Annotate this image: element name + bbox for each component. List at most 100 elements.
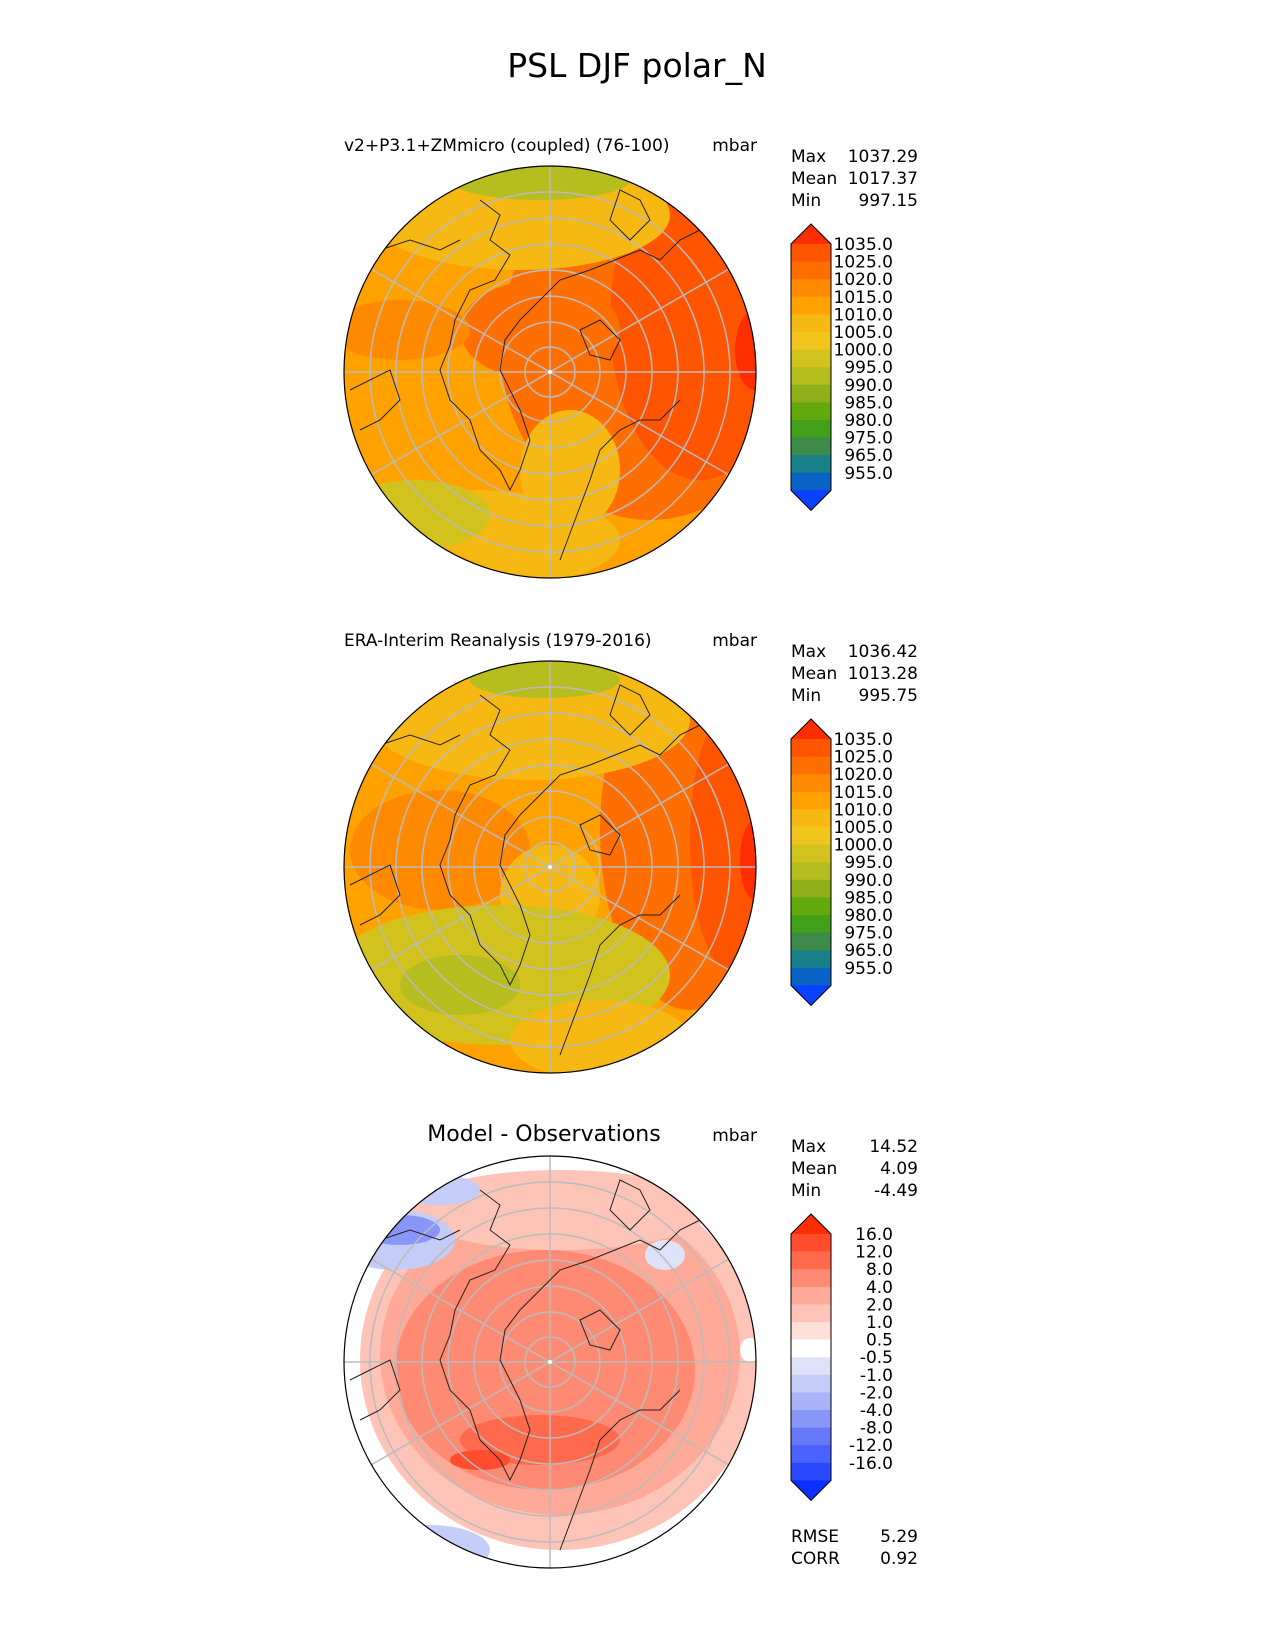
panel-title: v2+P3.1+ZMmicro (coupled) (76-100) bbox=[344, 136, 669, 156]
colorbar-tick-label: 1.0 bbox=[866, 1313, 893, 1333]
panel-units: mbar bbox=[712, 1126, 757, 1146]
colorbar-tick-label: 1005.0 bbox=[834, 818, 893, 838]
colorbar-tick-label: 1015.0 bbox=[834, 783, 893, 803]
colorbar-tick-label: 965.0 bbox=[844, 941, 893, 961]
colorbar-tick-label: -2.0 bbox=[860, 1383, 893, 1403]
stat-max-label: Max bbox=[791, 147, 826, 167]
colorbar-tick-label: 1025.0 bbox=[834, 748, 893, 768]
colorbar-segment bbox=[791, 1357, 831, 1376]
field-neutral-e bbox=[740, 1338, 756, 1362]
colorbar-segment bbox=[791, 261, 831, 280]
stat-max-value: 1037.29 bbox=[848, 147, 918, 167]
colorbar-segment bbox=[791, 739, 831, 758]
colorbar-segment bbox=[791, 420, 831, 439]
stat-mean-label: Mean bbox=[791, 664, 837, 684]
colorbar-segment bbox=[791, 1322, 831, 1341]
stat-min-label: Min bbox=[791, 191, 821, 211]
colorbar-tick-label: 985.0 bbox=[844, 888, 893, 908]
colorbar-extend-min bbox=[791, 490, 831, 511]
colorbar: 16.012.08.04.02.01.00.5-0.5-1.0-2.0-4.0-… bbox=[790, 1213, 893, 1502]
colorbar-segment bbox=[791, 897, 831, 916]
stat-corr-value: 0.92 bbox=[880, 1549, 918, 1569]
colorbar-tick-label: -0.5 bbox=[860, 1348, 893, 1368]
error-stats-block: RMSE 5.29 CORR 0.92 bbox=[791, 1527, 918, 1569]
colorbar-segment bbox=[791, 314, 831, 333]
panel-difference: Model - Observations mbar bbox=[343, 1122, 918, 1569]
colorbar-tick-label: 990.0 bbox=[844, 871, 893, 891]
colorbar-segment bbox=[791, 244, 831, 263]
colorbar-tick-label: 1020.0 bbox=[834, 270, 893, 290]
colorbar-tick-label: 12.0 bbox=[855, 1243, 893, 1263]
stat-rmse-label: RMSE bbox=[791, 1527, 839, 1547]
colorbar-segment bbox=[791, 932, 831, 951]
colorbar-segment bbox=[791, 791, 831, 810]
colorbar-tick-label: -4.0 bbox=[860, 1401, 893, 1421]
colorbar-outline bbox=[790, 1213, 832, 1502]
colorbar-segment bbox=[791, 1445, 831, 1464]
field-west bbox=[344, 300, 470, 360]
panel-units: mbar bbox=[712, 631, 757, 651]
colorbar-tick-label: 1035.0 bbox=[834, 235, 893, 255]
map-boundary bbox=[343, 660, 757, 1074]
colorbar-segment bbox=[791, 455, 831, 474]
colorbar: 1035.01025.01020.01015.01010.01005.01000… bbox=[790, 223, 893, 512]
stat-min-value: -4.49 bbox=[874, 1181, 918, 1201]
colorbar-tick-label: 975.0 bbox=[844, 924, 893, 944]
colorbar-tick-label: 1020.0 bbox=[834, 765, 893, 785]
colorbar-segment bbox=[791, 332, 831, 351]
colorbar-segment bbox=[791, 1269, 831, 1288]
north-pole bbox=[548, 370, 552, 374]
colorbar-segment bbox=[791, 1234, 831, 1253]
colorbar-extend-max bbox=[791, 1214, 831, 1234]
colorbar-tick-label: 980.0 bbox=[844, 411, 893, 431]
stat-min-label: Min bbox=[791, 686, 821, 706]
colorbar-tick-label: -1.0 bbox=[860, 1366, 893, 1386]
polar-map bbox=[344, 661, 756, 1073]
colorbar-tick-label: -8.0 bbox=[860, 1419, 893, 1439]
north-pole bbox=[548, 865, 552, 869]
stat-mean-value: 4.09 bbox=[880, 1159, 918, 1179]
colorbar: 1035.01025.01020.01015.01010.01005.01000… bbox=[790, 718, 893, 1007]
colorbar-segment bbox=[791, 1462, 831, 1481]
colorbar-tick-label: 995.0 bbox=[844, 853, 893, 873]
colorbar-tick-label: 965.0 bbox=[844, 446, 893, 466]
colorbar-tick-label: 980.0 bbox=[844, 906, 893, 926]
colorbar-tick-label: 8.0 bbox=[866, 1260, 893, 1280]
panel-test: v2+P3.1+ZMmicro (coupled) (76-100) mbar bbox=[343, 136, 918, 579]
colorbar-segment bbox=[791, 437, 831, 456]
colorbar-segment bbox=[791, 1410, 831, 1429]
colorbar-segment bbox=[791, 1251, 831, 1270]
colorbar-tick-label: 1005.0 bbox=[834, 323, 893, 343]
colorbar-segment bbox=[791, 756, 831, 775]
map-boundary bbox=[343, 1155, 757, 1569]
panel-title: ERA-Interim Reanalysis (1979-2016) bbox=[344, 631, 652, 651]
colorbar-tick-label: 955.0 bbox=[844, 464, 893, 484]
colorbar-segment bbox=[791, 967, 831, 986]
colorbar-tick-label: 955.0 bbox=[844, 959, 893, 979]
stats-block: Max 1036.42 Mean 1013.28 Min 995.75 bbox=[791, 642, 918, 706]
colorbar-segment bbox=[791, 1374, 831, 1393]
field-max bbox=[740, 820, 756, 900]
colorbar-segment bbox=[791, 472, 831, 491]
colorbar-extend-min bbox=[791, 985, 831, 1006]
colorbar-tick-label: 1035.0 bbox=[834, 730, 893, 750]
stat-rmse-value: 5.29 bbox=[880, 1527, 918, 1547]
stat-min-value: 997.15 bbox=[859, 191, 918, 211]
colorbar-segment bbox=[791, 827, 831, 846]
colorbar-extend-max bbox=[791, 719, 831, 739]
colorbar-extend-min bbox=[791, 1480, 831, 1501]
colorbar-tick-label: 16.0 bbox=[855, 1225, 893, 1245]
stat-mean-label: Mean bbox=[791, 169, 837, 189]
colorbar-segment bbox=[791, 879, 831, 898]
colorbar-segment bbox=[791, 296, 831, 315]
stat-corr-label: CORR bbox=[791, 1549, 840, 1569]
stat-mean-value: 1013.28 bbox=[848, 664, 918, 684]
stat-mean-value: 1017.37 bbox=[848, 169, 918, 189]
colorbar-tick-label: 1015.0 bbox=[834, 288, 893, 308]
colorbar-segment bbox=[791, 1286, 831, 1305]
colorbar-segment bbox=[791, 349, 831, 368]
polar-map bbox=[344, 166, 756, 578]
stat-max-value: 14.52 bbox=[869, 1137, 918, 1157]
colorbar-segment bbox=[791, 1392, 831, 1411]
